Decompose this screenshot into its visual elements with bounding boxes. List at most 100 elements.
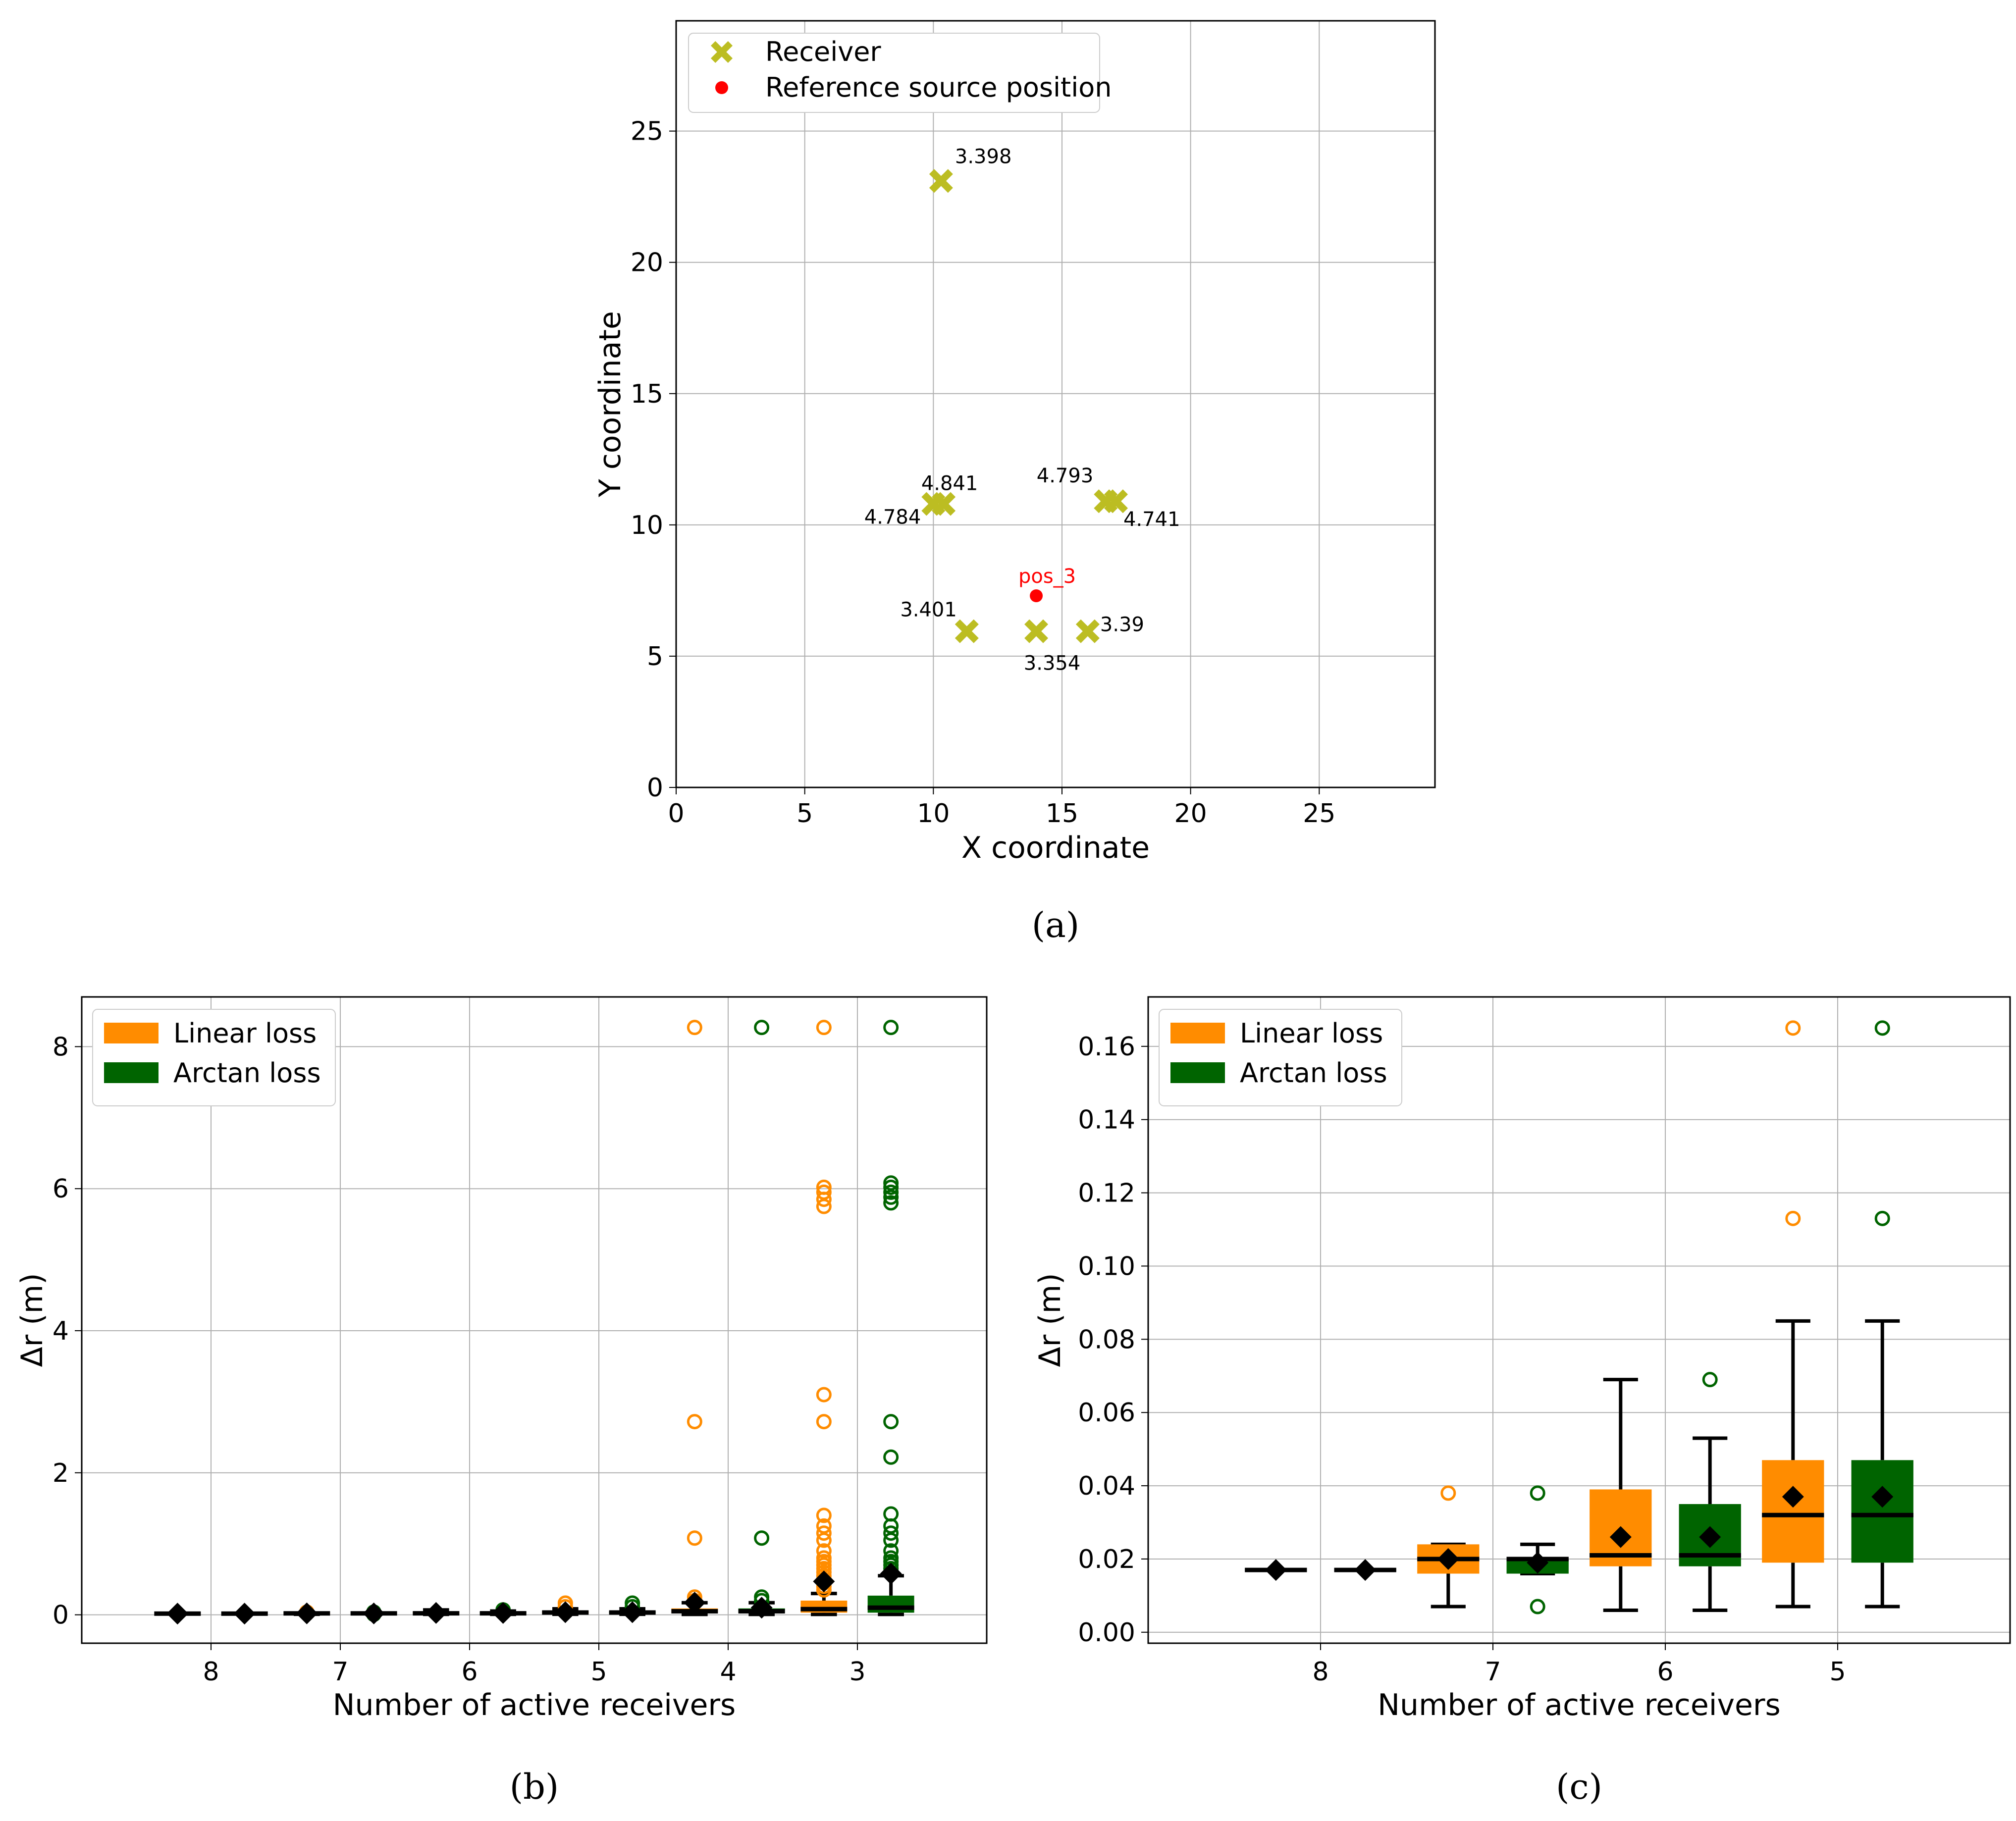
x-axis-label: Number of active receivers bbox=[333, 1688, 736, 1722]
outlier-point bbox=[883, 1195, 899, 1211]
mean-marker bbox=[750, 1597, 773, 1619]
caption-b: (b) bbox=[510, 1767, 559, 1807]
x-tick-label: 5 bbox=[590, 1657, 607, 1687]
mean-marker bbox=[296, 1602, 318, 1624]
y-tick-label: 0.04 bbox=[1078, 1471, 1135, 1501]
y-tick-label: 15 bbox=[631, 379, 663, 409]
y-tick-label: 0.06 bbox=[1078, 1398, 1135, 1428]
outlier-point bbox=[754, 1530, 770, 1546]
x-tick-label: 7 bbox=[332, 1657, 348, 1687]
mean-marker bbox=[621, 1601, 643, 1623]
y-axis-label: Y coordinate bbox=[593, 311, 628, 498]
receiver-marker bbox=[1024, 619, 1049, 643]
outlier-point bbox=[687, 1020, 702, 1036]
mean-marker bbox=[684, 1592, 706, 1614]
receiver-marker bbox=[1075, 619, 1100, 643]
x-tick-label: 7 bbox=[1485, 1657, 1501, 1687]
receiver-marker bbox=[929, 169, 953, 193]
y-tick-label: 5 bbox=[647, 642, 663, 672]
outlier-point bbox=[1785, 1210, 1801, 1226]
chart-c: 8 7 6 5 0.00 0.02 0.04 0.06 0.08 0.10 0.12 0.14 0.16… bbox=[1033, 996, 2011, 1807]
y-tick-label: 4 bbox=[53, 1316, 69, 1346]
y-tick-label: 0.16 bbox=[1078, 1032, 1135, 1062]
outlier-point bbox=[816, 1414, 832, 1430]
outlier-point bbox=[1440, 1485, 1456, 1501]
outlier-point bbox=[883, 1020, 899, 1036]
y-tick-label: 0.12 bbox=[1078, 1179, 1135, 1208]
outlier-point bbox=[816, 1518, 832, 1534]
plot-frame bbox=[675, 20, 1436, 788]
legend-receiver-marker bbox=[711, 41, 733, 63]
receiver-marker bbox=[955, 619, 979, 643]
outlier-point bbox=[816, 1020, 832, 1036]
receiver-marker bbox=[1104, 489, 1128, 514]
x-tick-label: 25 bbox=[1303, 799, 1335, 829]
mean-marker bbox=[1782, 1486, 1804, 1508]
y-tick-label: 8 bbox=[53, 1032, 69, 1062]
outlier-point bbox=[883, 1189, 899, 1205]
y-tick-label: 0.08 bbox=[1078, 1325, 1135, 1354]
legend-linear-label: Linear loss bbox=[1240, 1018, 1383, 1049]
legend: Linear loss Arctan loss bbox=[1159, 1009, 1402, 1106]
mean-marker bbox=[1527, 1552, 1549, 1574]
y-tick-label: 0.14 bbox=[1078, 1105, 1135, 1135]
outlier-point bbox=[1530, 1485, 1545, 1501]
outlier-point bbox=[883, 1532, 899, 1548]
outlier-point bbox=[1530, 1599, 1545, 1614]
outlier-point bbox=[1874, 1020, 1890, 1036]
x-tick-label: 15 bbox=[1046, 799, 1078, 829]
y-tick-label: 0.02 bbox=[1078, 1545, 1135, 1574]
receiver-label: 3.398 bbox=[955, 145, 1012, 168]
outlier-point bbox=[883, 1506, 899, 1522]
x-tick-label: 8 bbox=[203, 1657, 219, 1687]
mean-marker bbox=[233, 1603, 256, 1625]
x-tick-label: 10 bbox=[917, 799, 950, 829]
outlier-point bbox=[816, 1543, 832, 1559]
outlier-point bbox=[883, 1525, 899, 1541]
x-tick-label: 3 bbox=[849, 1657, 865, 1687]
legend: Linear loss Arctan loss bbox=[92, 1009, 336, 1106]
mean-marker bbox=[1871, 1486, 1894, 1508]
x-tick-label: 6 bbox=[1657, 1657, 1673, 1687]
y-tick-label: 0.10 bbox=[1078, 1251, 1135, 1281]
outlier-point bbox=[1874, 1210, 1890, 1226]
reference-marker bbox=[1030, 589, 1043, 602]
x-tick-label: 8 bbox=[1312, 1657, 1328, 1687]
mean-marker bbox=[1699, 1526, 1721, 1548]
outlier-point bbox=[816, 1508, 832, 1523]
caption-c: (c) bbox=[1556, 1767, 1602, 1807]
legend-reference-marker bbox=[715, 81, 728, 94]
x-tick-label: 20 bbox=[1174, 799, 1207, 829]
legend-arctan-label: Arctan loss bbox=[1240, 1057, 1387, 1089]
box-body bbox=[1851, 1460, 1913, 1563]
receiver-label: 3.354 bbox=[1024, 652, 1081, 675]
legend-reference-label: Reference source position bbox=[765, 72, 1112, 103]
legend-receiver-label: Receiver bbox=[765, 36, 881, 67]
reference-label: pos_3 bbox=[1018, 565, 1076, 588]
x-tick-label: 4 bbox=[720, 1657, 736, 1687]
legend-linear-label: Linear loss bbox=[173, 1018, 317, 1049]
legend-linear-swatch bbox=[104, 1023, 159, 1043]
outlier-point bbox=[687, 1414, 702, 1430]
y-tick-label: 20 bbox=[631, 248, 663, 278]
mean-marker bbox=[425, 1602, 447, 1624]
mean-marker bbox=[166, 1603, 189, 1625]
receiver-label: 3.39 bbox=[1100, 614, 1144, 636]
y-tick-label: 25 bbox=[631, 117, 663, 147]
y-tick-label: 0.00 bbox=[1078, 1618, 1135, 1648]
x-tick-label: 5 bbox=[1829, 1657, 1846, 1687]
outlier-point bbox=[883, 1175, 899, 1191]
outlier-point bbox=[883, 1184, 899, 1200]
outlier-point bbox=[1702, 1372, 1718, 1388]
outlier-point bbox=[816, 1532, 832, 1548]
receiver-label: 4.784 bbox=[864, 506, 921, 528]
mean-marker bbox=[554, 1601, 577, 1623]
outlier-point bbox=[816, 1550, 832, 1566]
mean-marker bbox=[492, 1602, 514, 1624]
outlier-point bbox=[883, 1543, 899, 1559]
outlier-point bbox=[816, 1198, 832, 1214]
receiver-marker bbox=[932, 492, 956, 516]
legend-arctan-swatch bbox=[104, 1062, 159, 1083]
mean-marker bbox=[1354, 1559, 1377, 1581]
